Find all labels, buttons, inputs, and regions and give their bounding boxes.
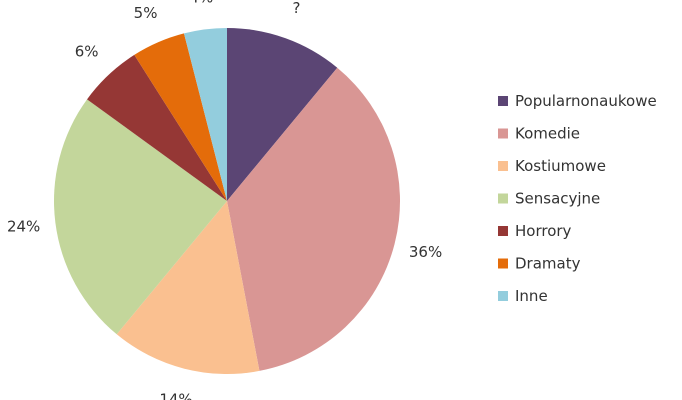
legend-label-komedie: Komedie — [515, 125, 580, 143]
legend-swatch-horrory — [498, 226, 508, 236]
legend-label-popularnonaukowe: Popularnonaukowe — [515, 92, 657, 110]
pie-slices — [54, 28, 400, 375]
legend-swatch-popularnonaukowe — [498, 96, 508, 106]
pie-slice-popularnonaukowe — [227, 28, 338, 201]
legend-label-dramaty: Dramaty — [515, 255, 581, 273]
slice-label-horrory: 6% — [75, 43, 99, 61]
legend-swatch-dramaty — [498, 258, 508, 269]
legend-label-sensacyjne: Sensacyjne — [515, 190, 600, 208]
slice-labels: ? 36% 14% 24% 6% 5% 4% — [7, 0, 442, 400]
pie-slice-kostiumowe — [116, 201, 260, 375]
legend-swatch-sensacyjne — [498, 193, 508, 204]
legend: Popularnonaukowe Komedie Kostiumowe Sensacy… — [498, 92, 657, 305]
slice-label-sensacyjne: 24% — [7, 218, 40, 236]
slice-label-inne: 4% — [189, 0, 213, 7]
pie-slice-inne — [183, 28, 227, 201]
legend-label-kostiumowe: Kostiumowe — [515, 157, 606, 175]
legend-label-horrory: Horrory — [515, 222, 572, 240]
slice-label-kostiumowe: 14% — [159, 391, 192, 400]
slice-label-popularnonaukowe: ? — [292, 0, 300, 17]
legend-swatch-inne — [498, 291, 508, 301]
pie-slice-sensacyjne — [54, 99, 227, 335]
legend-swatch-komedie — [498, 128, 508, 139]
pie-slice-komedie — [227, 67, 400, 371]
slice-label-dramaty: 5% — [134, 4, 158, 22]
pie-slice-dramaty — [134, 33, 227, 201]
slice-label-komedie: 36% — [409, 243, 442, 261]
legend-label-inne: Inne — [515, 287, 548, 305]
pie-slice-horrory — [87, 54, 227, 201]
legend-swatch-kostiumowe — [498, 161, 508, 171]
